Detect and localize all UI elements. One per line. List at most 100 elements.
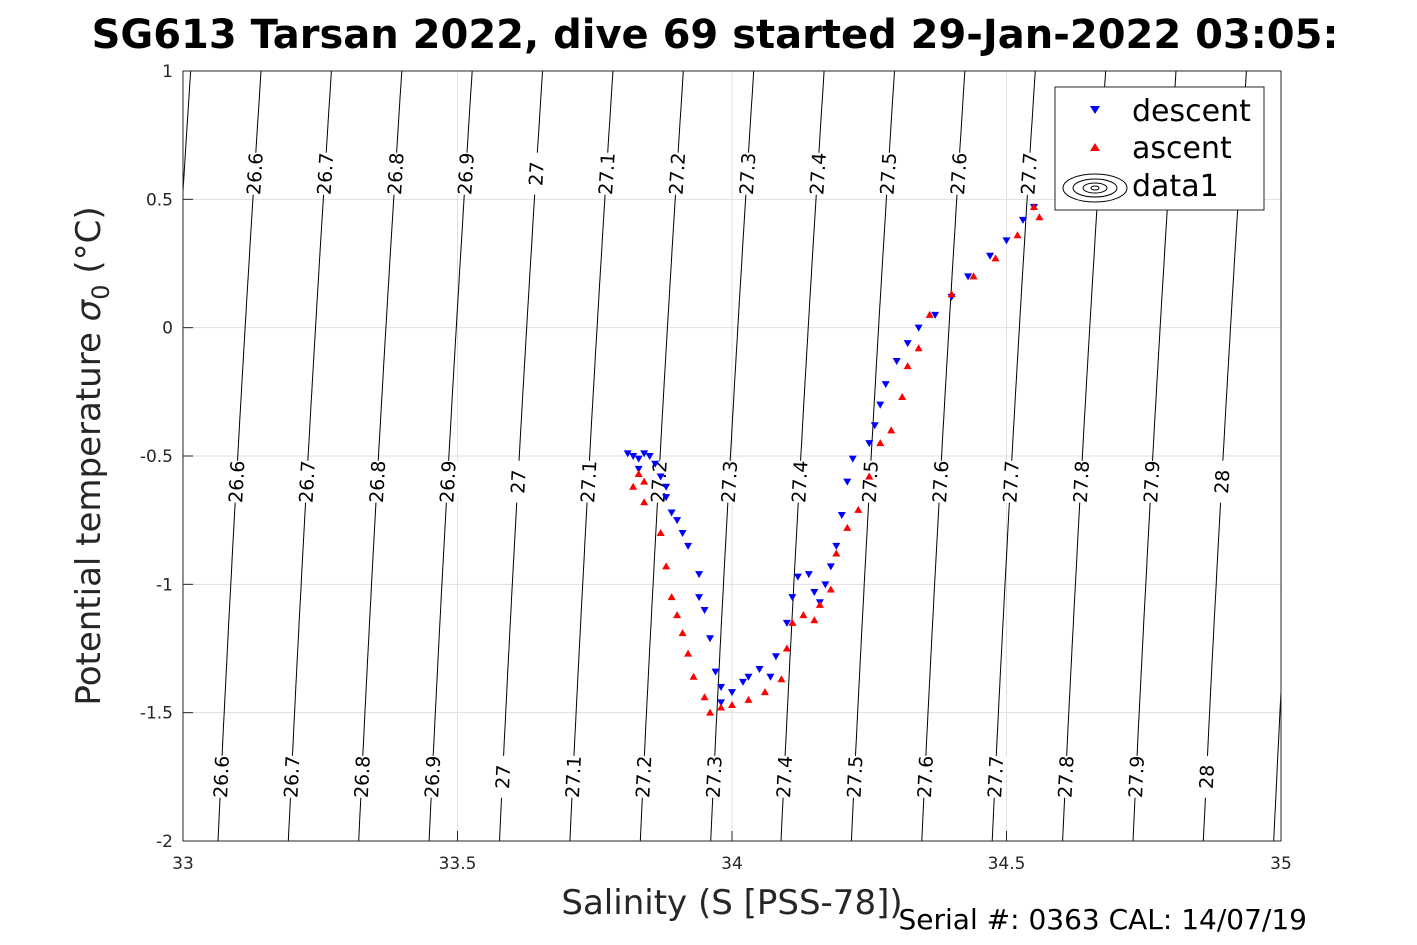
- contour-label-bg: [312, 152, 338, 196]
- ascent-point: [662, 562, 671, 570]
- contour-label-text: 27.3: [718, 460, 742, 503]
- contour-label: 26.8: [364, 460, 390, 503]
- x-tick-label: 34.5: [988, 854, 1026, 874]
- contour-label-text: 27.1: [595, 152, 620, 196]
- contour-label-bg: [242, 152, 267, 196]
- contour-line: [569, 71, 614, 841]
- descent-point: [1002, 237, 1011, 245]
- ascent-point: [700, 693, 709, 701]
- ascent-point: [898, 392, 907, 400]
- data-points: [623, 203, 1044, 716]
- contour-label-text: 26.9: [436, 460, 460, 503]
- contour-label-bg: [946, 152, 971, 196]
- contour-label: 27.4: [772, 755, 797, 799]
- ascent-point: [728, 700, 736, 708]
- contour-label-bg: [1209, 460, 1234, 504]
- contour-label-text: 27.3: [703, 755, 727, 798]
- descent-point: [826, 563, 835, 571]
- descent-point: [870, 422, 879, 430]
- contour-line: [780, 71, 825, 841]
- contour-label: 27.7: [1016, 152, 1042, 196]
- contour-label-bg: [1053, 755, 1078, 799]
- ascent-point: [689, 672, 698, 680]
- ascent-point: [1029, 203, 1038, 211]
- x-tick-label: 33: [172, 854, 194, 874]
- ascent-point: [969, 272, 978, 280]
- contour-label-bg: [505, 460, 531, 504]
- density-contour-labels: 26.6 26.6 26.6 26.7 26.7 26.7 26.8 26.8 26.8 26.9…: [208, 152, 1253, 799]
- contour-label-bg: [1123, 755, 1149, 799]
- contour-label-bg: [279, 755, 304, 799]
- ascent-point: [826, 585, 835, 593]
- contour-label: 28: [1194, 755, 1219, 799]
- contour-label: 27.3: [734, 152, 761, 196]
- contour-label-text: 27.6: [929, 460, 953, 503]
- contour-label-bg: [420, 755, 445, 799]
- contour-label-bg: [1068, 460, 1094, 504]
- descent-point: [892, 358, 901, 366]
- contour-label: 26.7: [312, 152, 338, 196]
- contour-label: 27.7: [998, 460, 1024, 504]
- contour-label-text: 27.6: [914, 755, 938, 798]
- descent-point: [738, 678, 747, 686]
- ascent-point: [782, 644, 791, 652]
- contour-label-text: 27.1: [577, 460, 601, 503]
- descent-point: [843, 478, 852, 486]
- contour-label-text: 26.7: [296, 460, 320, 503]
- contour-label-bg: [490, 755, 515, 799]
- contour-label-text: 27.7: [999, 460, 1023, 503]
- descent-point: [728, 689, 736, 697]
- contour-label-text: 27.8: [1070, 460, 1094, 503]
- descent-point: [673, 517, 682, 525]
- descent-point: [634, 455, 643, 463]
- descent-point: [700, 607, 709, 614]
- contour-label-bg: [998, 460, 1023, 504]
- y-axis-label-symbol: σ: [69, 298, 109, 321]
- ascent-point: [854, 505, 863, 513]
- legend-ascent-label: ascent: [1132, 131, 1232, 166]
- contour-label-bg: [912, 755, 937, 799]
- descent-point: [837, 512, 846, 520]
- descent-point: [634, 465, 643, 473]
- ascent-point: [1035, 213, 1044, 221]
- contour-label-text: 27.1: [562, 755, 586, 798]
- contour-label-text: 27.5: [859, 460, 883, 503]
- ascent-point: [788, 618, 797, 626]
- descent-point: [821, 581, 830, 589]
- contour-line: [287, 71, 332, 841]
- contour-label-bg: [224, 460, 249, 504]
- contour-line: [639, 71, 684, 841]
- legend-data1-label: data1: [1132, 169, 1219, 204]
- descent-point: [788, 594, 797, 602]
- contour-label-text: 27.7: [1017, 152, 1042, 196]
- legend: descent ascent data1: [1054, 86, 1265, 211]
- contour-line: [991, 71, 1036, 841]
- descent-point: [881, 381, 890, 389]
- y-tick-label: 0: [162, 319, 173, 339]
- contour-label: 27.2: [631, 755, 656, 799]
- descent-point: [684, 542, 693, 550]
- descent-point: [717, 684, 726, 691]
- contour-label-bg: [842, 755, 867, 799]
- contour-label-text: 27.2: [665, 152, 690, 196]
- ascent-point: [843, 523, 852, 531]
- contour-label-text: 27.3: [736, 152, 761, 196]
- descent-point: [656, 473, 665, 481]
- y-tick-label: -0.5: [140, 447, 173, 467]
- contour-label: 27.8: [1053, 755, 1079, 799]
- descent-point: [645, 453, 654, 460]
- ascent-point: [799, 611, 808, 619]
- contour-label: 27.6: [946, 152, 972, 196]
- contour-label: 27.7: [983, 755, 1008, 799]
- contour-label-text: 26.8: [366, 460, 390, 503]
- ascent-point: [876, 439, 885, 447]
- contour-label-text: 26.6: [225, 460, 249, 503]
- contour-label-bg: [383, 152, 408, 196]
- descent-point: [744, 673, 753, 681]
- contour-label-text: 27: [525, 161, 548, 187]
- contour-label-text: 27.2: [632, 755, 656, 798]
- ascent-point: [744, 695, 753, 703]
- ascent-point: [925, 310, 934, 318]
- contour-label-text: 27.9: [1140, 460, 1164, 503]
- legend-descent-label: descent: [1132, 94, 1251, 129]
